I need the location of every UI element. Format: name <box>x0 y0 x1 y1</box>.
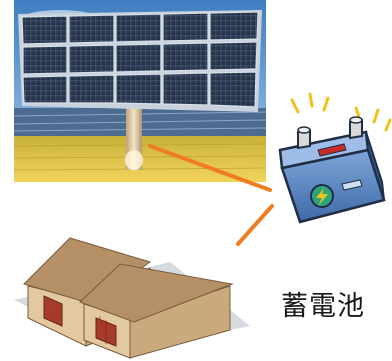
connector-battery-to-warehouse <box>236 204 274 246</box>
battery-icon <box>278 92 392 224</box>
warehouse-icon <box>14 237 250 359</box>
battery-label: 蓄電池 <box>281 291 365 322</box>
solar-panel-photo <box>13 0 267 182</box>
connector-panel-to-battery <box>148 144 272 192</box>
